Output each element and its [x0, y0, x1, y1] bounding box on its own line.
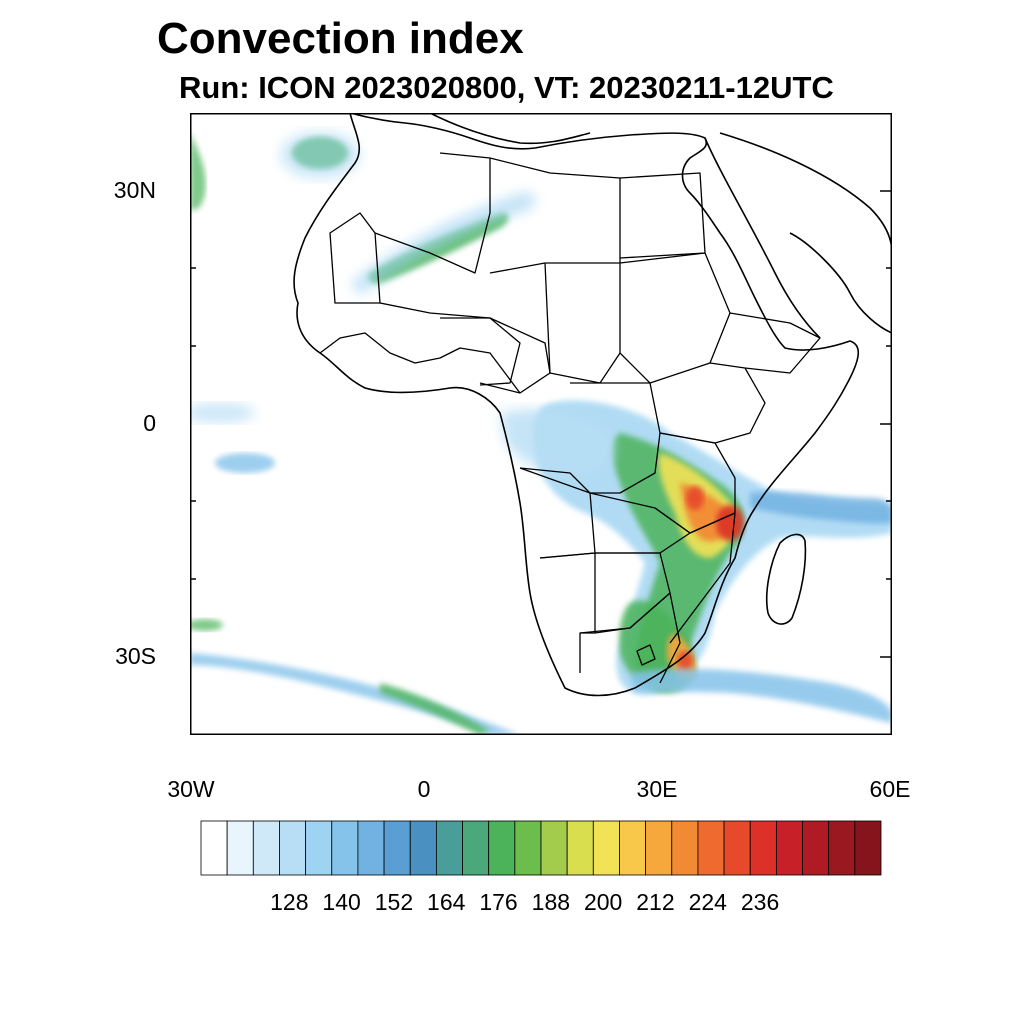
border-sahara-west [329, 212, 381, 304]
lon-label-0: 0 [417, 776, 431, 802]
convection-core-red-2 [686, 486, 704, 510]
colorbar-tick-label: 188 [531, 889, 571, 915]
madagascar [765, 533, 807, 625]
border-south-africa [579, 592, 681, 684]
border-nigeria [440, 317, 521, 386]
colorbar-tick-label: 176 [479, 889, 518, 915]
chart-subtitle: Run: ICON 2023020800, VT: 20230211-12UTC [179, 70, 834, 105]
colorbar-tick-label: 224 [688, 889, 727, 915]
convection-core-red [716, 505, 744, 541]
colorbar-box [514, 820, 542, 876]
border-drc [519, 382, 661, 494]
africa-coastline [293, 113, 860, 697]
colorbar-box [619, 820, 647, 876]
colorbar-tick-label: 236 [740, 889, 780, 915]
border-horn [729, 312, 821, 374]
convection-cell-north-atlantic-halo [280, 131, 360, 179]
arabia-coast [719, 132, 892, 334]
convection-cell-equatorial-atlantic [215, 453, 275, 473]
colorbar-box [775, 820, 803, 876]
lon-label-30w: 30W [167, 776, 215, 802]
colorbar-box [540, 820, 568, 876]
border-algeria [374, 152, 491, 274]
colorbar-box [226, 820, 254, 876]
lat-label-30s: 30S [115, 643, 156, 669]
convection-cell-atlantic-west [190, 403, 255, 423]
colorbar-box [383, 820, 411, 876]
colorbar-box [566, 820, 594, 876]
convection-field-congo [500, 409, 614, 478]
colorbar-box [462, 820, 490, 876]
lon-label-60e: 60E [869, 776, 911, 802]
convection-cell-south-atlantic [190, 619, 223, 631]
colorbar-box [305, 820, 333, 876]
colorbar-box [488, 820, 516, 876]
border-lesotho [636, 644, 656, 666]
colorbar-tick-label: 152 [374, 889, 414, 915]
colorbar-tick-label: 212 [636, 889, 675, 915]
colorbar-box [749, 820, 777, 876]
colorbar-box [200, 820, 228, 876]
border-egypt [619, 172, 706, 259]
border-chad [544, 262, 621, 384]
colorbar-box [279, 820, 307, 876]
colorbar-box [828, 820, 856, 876]
coastlines [293, 113, 892, 697]
colorbar-box [723, 820, 751, 876]
colorbar-box [802, 820, 830, 876]
lon-label-30e: 30E [636, 776, 678, 802]
border-libya [489, 157, 621, 274]
map-ticks [190, 190, 892, 658]
map-panel [190, 113, 892, 735]
colorbar [200, 820, 882, 876]
colorbar-box [697, 820, 725, 876]
colorbar-tick-label: 200 [583, 889, 623, 915]
border-mozambique [669, 512, 736, 644]
colorbar-box [435, 820, 463, 876]
lat-label-30n: 30N [113, 177, 156, 203]
convection-field-indian-ocean [750, 491, 892, 524]
colorbar-tick-label: 164 [427, 889, 466, 915]
red-sea-coast [704, 137, 821, 339]
colorbar-box [592, 820, 620, 876]
border-west-africa [319, 332, 521, 394]
colorbar-box [645, 820, 673, 876]
colorbar-tick-label: 140 [322, 889, 361, 915]
country-borders [319, 152, 821, 684]
convection-band-southern-ocean [630, 668, 892, 723]
colorbar-box [671, 820, 699, 876]
mediterranean-coast [429, 113, 591, 145]
convection-shading [190, 131, 892, 735]
convection-core-sa-red [677, 651, 693, 671]
colorbar-box [357, 820, 385, 876]
chart-title: Convection index [157, 14, 524, 63]
colorbar-box [854, 820, 882, 876]
convection-strip-west [190, 133, 206, 210]
convection-band-southwest-green [380, 683, 490, 735]
colorbar-box [331, 820, 359, 876]
colorbar-tick-label: 128 [270, 889, 309, 915]
colorbar-box [252, 820, 280, 876]
colorbar-box [409, 820, 437, 876]
lat-label-0: 0 [143, 410, 156, 436]
